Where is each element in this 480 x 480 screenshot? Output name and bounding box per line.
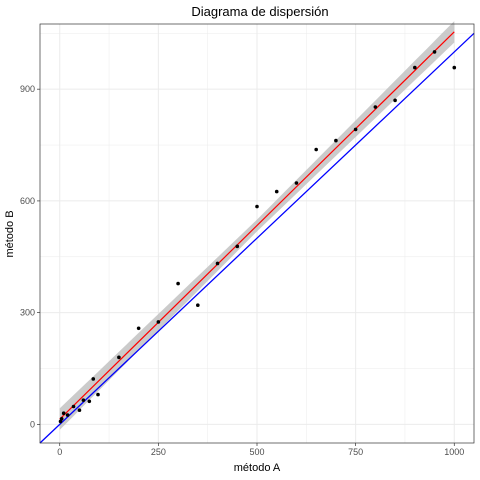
data-point <box>196 303 200 307</box>
data-point <box>77 408 82 413</box>
y-tick-label: 600 <box>20 196 35 206</box>
data-point <box>314 147 318 152</box>
data-point <box>136 326 141 331</box>
y-tick-label: 0 <box>30 419 35 429</box>
data-point <box>294 181 299 185</box>
y-tick-label: 300 <box>20 308 35 318</box>
x-tick-label: 1000 <box>444 447 464 457</box>
regression-line <box>59 31 455 420</box>
data-point <box>91 377 96 381</box>
data-point <box>274 189 279 194</box>
point-layer <box>58 50 457 424</box>
data-point <box>96 392 100 397</box>
data-point <box>235 244 240 249</box>
data-point <box>432 50 437 54</box>
line-layer <box>39 31 475 444</box>
identity-line <box>39 32 475 444</box>
x-tick-label: 0 <box>57 447 62 457</box>
data-point <box>334 138 338 143</box>
data-point <box>255 204 259 209</box>
data-point <box>176 281 180 286</box>
data-point <box>71 404 76 409</box>
y-tick-label: 900 <box>20 84 35 94</box>
x-axis-title: método A <box>234 462 281 474</box>
grid-layer <box>40 24 474 443</box>
data-point <box>156 320 161 324</box>
data-point <box>87 399 92 404</box>
data-point <box>393 98 397 103</box>
data-point <box>65 413 70 417</box>
data-point <box>452 65 457 70</box>
data-point <box>117 355 121 360</box>
chart-title: Diagrama de dispersión <box>191 4 328 19</box>
data-point <box>61 411 66 416</box>
data-point <box>373 105 378 109</box>
tick-layer: 0 250 500 750 1000 0 300 600 900 <box>20 84 464 457</box>
data-point <box>59 416 64 421</box>
data-point <box>413 65 417 70</box>
x-tick-label: 500 <box>249 447 264 457</box>
y-axis-title: método B <box>4 210 16 257</box>
data-point <box>215 261 220 266</box>
x-tick-label: 250 <box>151 447 166 457</box>
x-tick-label: 750 <box>348 447 363 457</box>
data-point <box>353 127 358 132</box>
data-point <box>81 398 86 402</box>
